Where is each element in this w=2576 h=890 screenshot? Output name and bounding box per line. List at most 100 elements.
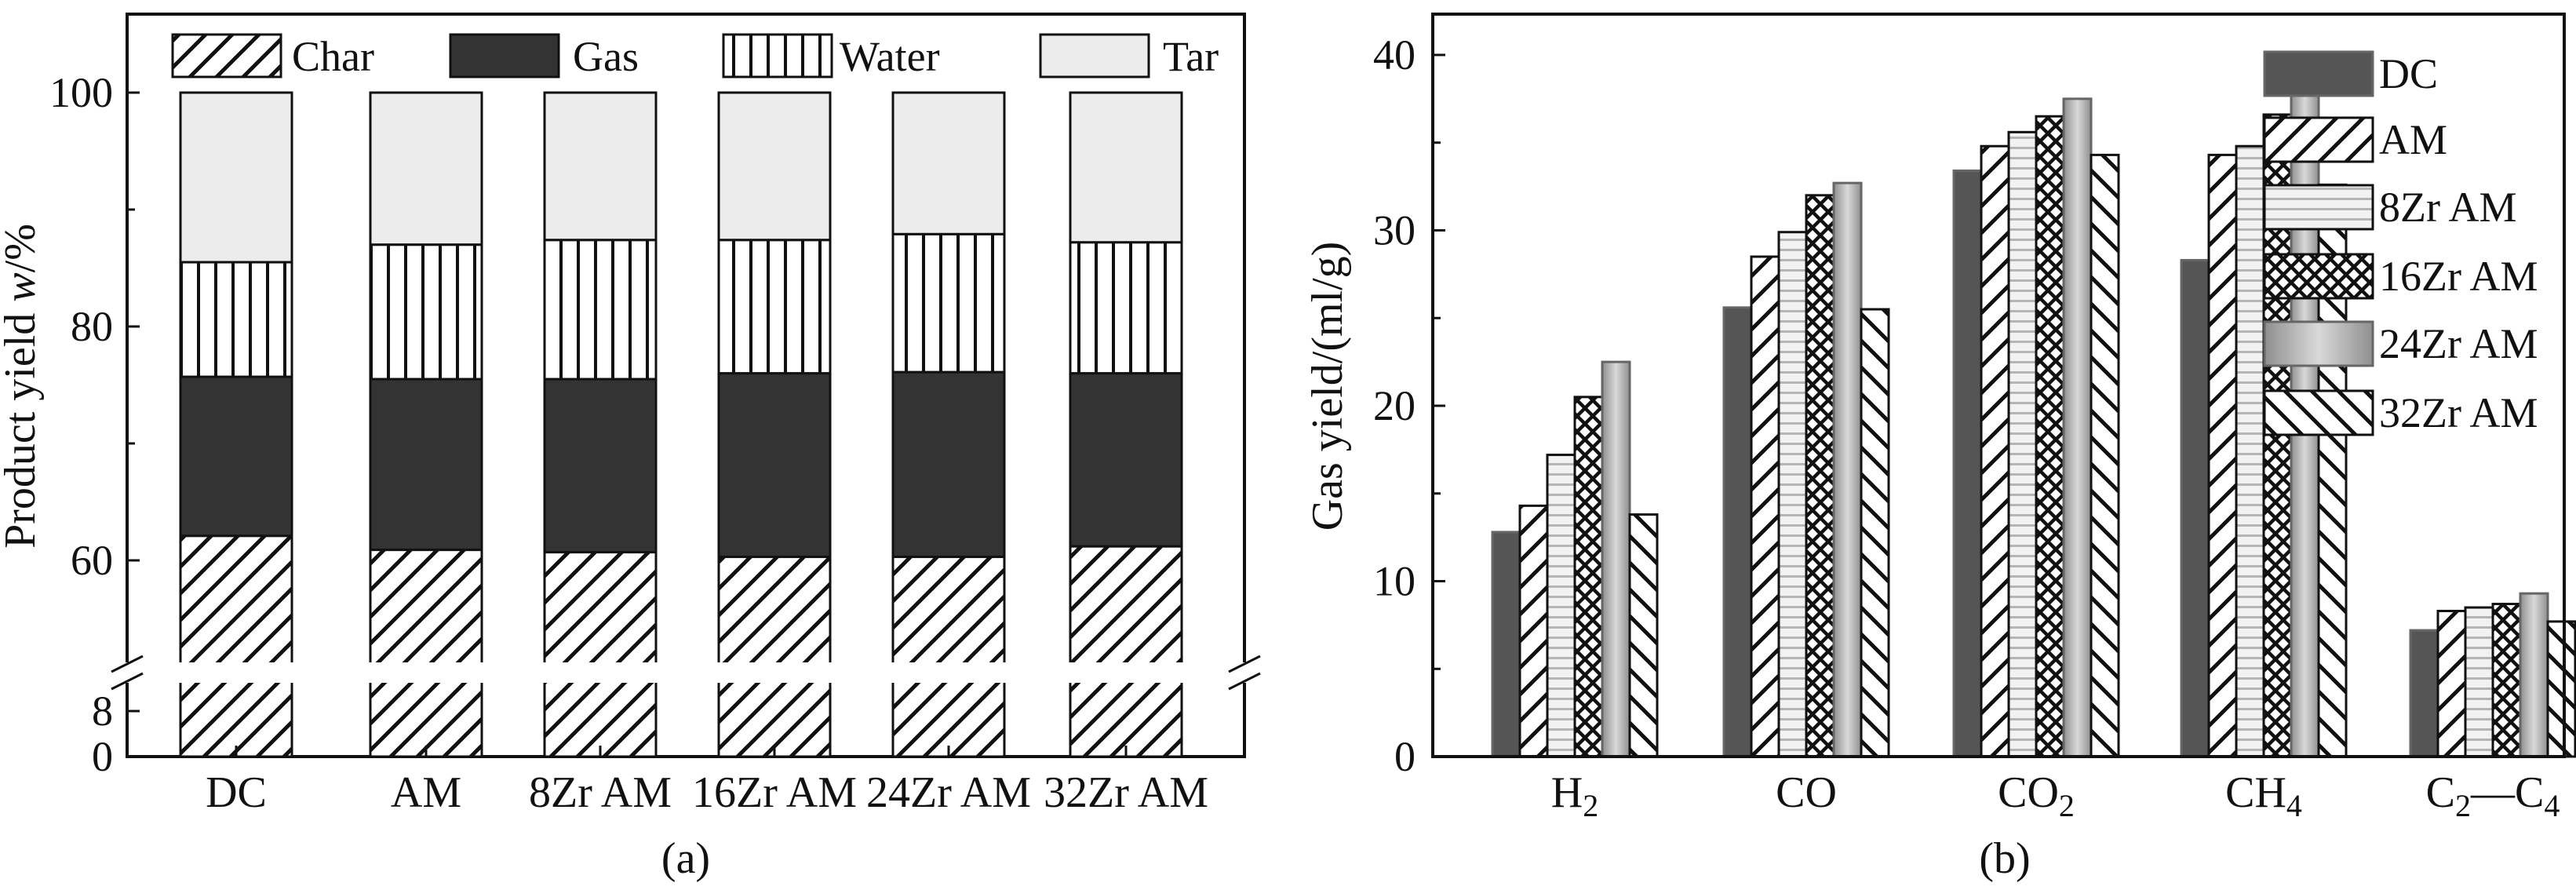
bar-8zr-am-char [543,551,658,758]
bar-16zr-am-tar [717,91,832,242]
y-tick-label-0: 0 [92,733,113,780]
x-tick-label-dc: DC [206,768,267,817]
axis-break-mark [111,655,144,673]
bar-am-gas [369,378,483,552]
bar-co2-24zr-am [2062,97,2093,758]
bar-ch4-dc [2180,258,2210,758]
x-tick-label-16zr-am: 16Zr AM [692,768,857,817]
bar-dc-gas [179,375,293,538]
panel-b-label: (b) [1979,834,2030,883]
legend-swatch-char [171,33,282,78]
axis-break-mark [111,672,144,691]
bar-co2-dc [1952,170,1983,758]
x-tick-label-co: CO [1776,768,1837,817]
bar-co-32zr-am [1860,308,1890,758]
legend-label-char: Char [292,33,374,80]
x-tick-label-8zr-am: 8Zr AM [529,768,672,817]
bar-co-8zr-am [1777,231,1808,758]
bar-24zr-am-char [891,556,1006,758]
y-tick-label-100: 100 [49,69,113,116]
bar-co-24zr-am [1832,181,1863,758]
legend-label-16zr-am: 16Zr AM [2379,253,2538,300]
bar-am-tar [369,91,483,246]
bar-co2-32zr-am [2090,153,2120,758]
bar-c2-c4-am [2436,609,2467,758]
bar-h2-dc [1491,531,1521,758]
bar-c2-c4-24zr-am [2519,592,2549,758]
legend-label-32zr-am: 32Zr AM [2379,389,2538,436]
x-tick-label-co2: CO2 [1998,768,2075,823]
bar-co-am [1750,255,1780,758]
panel-a-legend: Char Gas Water Tar [171,33,1219,80]
x-tick-label-24zr-am: 24Zr AM [866,768,1031,817]
panel-b-plot-frame [1431,13,2566,758]
bar-c2-c4-dc [2409,629,2439,758]
bar-h2-16zr-am [1573,396,1604,758]
legend-swatch-am [2263,116,2374,163]
bar-co2-8zr-am [2007,130,2038,758]
bar-h2-24zr-am [1601,360,1631,758]
y-tick-label-80: 80 [71,303,113,350]
bar-ch4-am [2207,153,2238,758]
legend-label-gas: Gas [573,33,639,80]
bar-co2-16zr-am [2035,115,2065,758]
y-tick-label-10: 10 [1373,558,1416,605]
bar-16zr-am-gas [717,372,832,559]
panel-a-x-tick-labels: DC AM 8Zr AM 16Zr AM 24Zr AM 32Zr AM [206,746,1208,817]
x-tick-label-ch4: CH4 [2225,768,2302,823]
panel-b-bars [1491,86,2576,758]
panel-b-grouped-bar-chart: 0 10 20 30 40 H2 CO CO2 CH4 C2—C4 DC AM 8Zr AM 16Zr… [1303,13,2576,883]
bar-24zr-am-water [891,232,1006,374]
panel-a-stacked-bar-chart: 100 80 60 80 DC AM 8Zr AM 16Zr AM 24Zr AM 32Zr A… [0,13,1261,883]
bar-24zr-am-tar [891,91,1006,235]
bar-am-water [369,243,483,381]
bar-8zr-am-gas [543,378,658,554]
bar-c2-c4-32zr-am [2546,620,2576,758]
axis-break-mark [1228,655,1261,673]
bar-8zr-am-tar [543,91,658,242]
panel-a-axis-break [111,655,1261,691]
legend-swatch-water [722,33,833,78]
legend-label-am: AM [2379,116,2447,163]
bar-16zr-am-char [717,556,832,758]
bar-co-16zr-am [1805,194,1835,758]
bar-8zr-am-water [543,239,658,381]
panel-a-y-ticks: 100 80 60 80 [49,69,140,780]
legend-swatch-16zr-am [2263,253,2374,300]
legend-swatch-gas [449,33,560,78]
bar-h2-8zr-am [1546,454,1576,758]
bar-32zr-am-gas [1069,372,1183,548]
y-tick-label-60: 60 [71,537,113,584]
bar-co-dc [1722,306,1753,758]
legend-swatch-24zr-am [2263,320,2374,367]
bar-am-char [369,549,483,758]
y-tick-label-0: 0 [1394,733,1416,780]
legend-label-dc: DC [2379,50,2438,97]
x-tick-label-h2: H2 [1551,768,1598,823]
legend-swatch-8zr-am [2263,184,2374,231]
panel-b-y-ticks: 0 10 20 30 40 [1373,31,1445,780]
bar-dc-water [179,261,293,378]
panel-b-y-axis-title: Gas yield/(ml/g) [1303,242,1352,531]
y-tick-label-30: 30 [1373,207,1416,254]
legend-swatch-32zr-am [2263,389,2374,436]
x-tick-label-am: AM [391,768,461,817]
bar-h2-am [1518,504,1549,758]
panel-b-legend: DC AM 8Zr AM 16Zr AM 24Zr AM 32Zr AM [2263,50,2538,436]
legend-label-24zr-am: 24Zr AM [2379,320,2538,367]
bar-32zr-am-tar [1069,91,1183,244]
bar-ch4-8zr-am [2235,144,2265,758]
bar-c2-c4-8zr-am [2464,606,2494,758]
axis-break-mask [119,662,135,683]
legend-label-8zr-am: 8Zr AM [2379,184,2517,231]
bar-32zr-am-water [1069,241,1183,375]
panel-a-plot-frame [126,13,1246,758]
axis-break-gap [129,662,1243,683]
legend-label-water: Water [840,33,940,80]
bar-32zr-am-char [1069,545,1183,758]
bar-co2-am [1980,144,2010,758]
bar-dc-tar [179,91,293,264]
panel-a-bars [129,91,1243,758]
y-tick-label-40: 40 [1373,31,1416,78]
y-tick-label-8: 8 [92,688,113,735]
